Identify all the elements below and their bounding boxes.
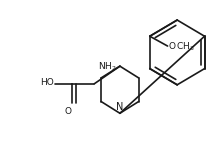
Text: N: N [116, 102, 124, 112]
Text: O: O [169, 42, 176, 51]
Text: HO: HO [40, 78, 54, 87]
Text: CH$_3$: CH$_3$ [176, 41, 195, 53]
Text: O: O [64, 107, 71, 116]
Text: NH$_2$: NH$_2$ [98, 61, 117, 73]
